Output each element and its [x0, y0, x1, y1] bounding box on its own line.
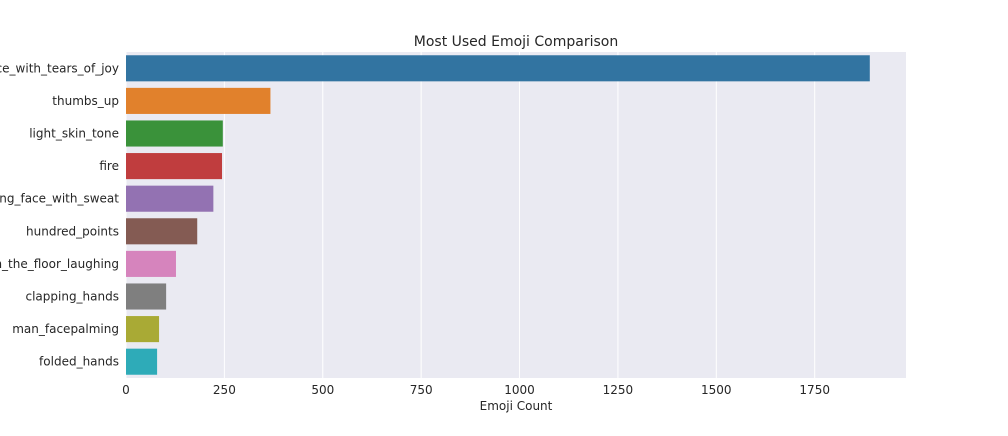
y-tick-label: face_with_tears_of_joy [0, 61, 119, 75]
bar-folded-hands [126, 348, 158, 375]
y-tick-label: light_skin_tone [29, 127, 119, 141]
x-tick-label: 250 [213, 383, 236, 397]
x-tick-labels: 0 250 500 750 1000 1250 1500 1750 [122, 383, 830, 397]
bar-fire [126, 153, 223, 180]
x-tick-label: 1750 [799, 383, 830, 397]
y-tick-labels: face_with_tears_of_joy thumbs_up light_ski… [0, 61, 119, 368]
x-tick-label: 500 [311, 383, 334, 397]
y-tick-label: hundred_points [26, 224, 119, 238]
x-tick-label: 1000 [504, 383, 535, 397]
x-tick-label: 0 [122, 383, 130, 397]
bar-face-with-tears-of-joy [126, 55, 870, 82]
x-tick-label: 1500 [701, 383, 732, 397]
x-tick-label: 1250 [603, 383, 634, 397]
bar-thumbs-up [126, 87, 271, 114]
y-tick-label: thumbs_up [52, 94, 119, 108]
y-tick-label: folded_hands [39, 355, 119, 369]
bars [126, 55, 870, 375]
bar-hundred-points [126, 218, 198, 245]
chart-title: Most Used Emoji Comparison [414, 34, 618, 50]
x-tick-label: 750 [410, 383, 433, 397]
x-axis-label: Emoji Count [480, 399, 553, 413]
bar-man-facepalming [126, 316, 160, 343]
bar-grinning-face-with-sweat [126, 185, 214, 212]
y-tick-label: clapping_hands [25, 290, 119, 304]
bar-clapping-hands [126, 283, 167, 310]
y-tick-label: man_facepalming [12, 322, 119, 336]
y-tick-label: fire [99, 159, 119, 173]
bar-light-skin-tone [126, 120, 223, 147]
y-tick-label: grinning_face_with_sweat [0, 192, 119, 206]
bar-rolling-on-the-floor-laughing [126, 250, 176, 277]
y-tick-label: rolling_on_the_floor_laughing [0, 257, 119, 271]
